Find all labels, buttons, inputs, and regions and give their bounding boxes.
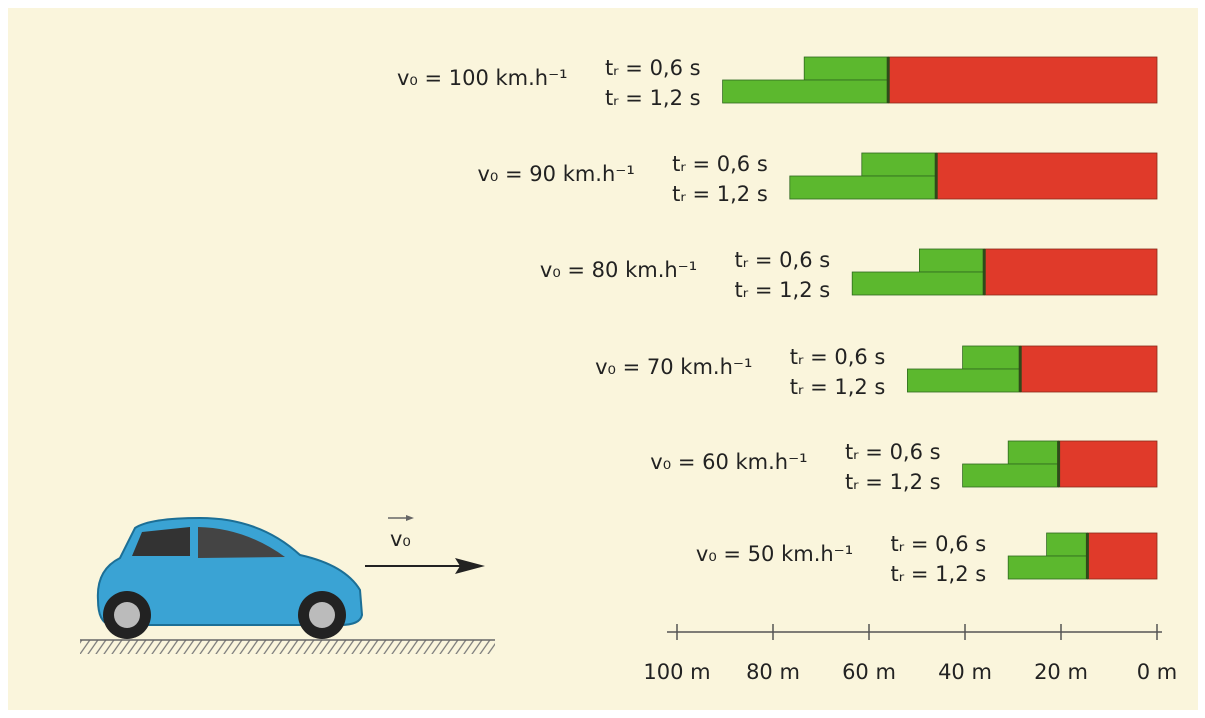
reaction-bar [1046, 532, 1088, 557]
reaction-bar [722, 79, 889, 104]
speed-label: v₀ = 70 km.h⁻¹ [595, 355, 752, 379]
speed-label: v₀ = 50 km.h⁻¹ [696, 542, 853, 566]
reaction-bar [907, 368, 1021, 393]
reaction-label: tᵣ = 0,6 s [845, 440, 941, 464]
x-tick-label: 0 m [1137, 660, 1178, 684]
reaction-label: tᵣ = 1,2 s [891, 562, 987, 586]
reaction-label: tᵣ = 1,2 s [605, 86, 701, 110]
reaction-bar [962, 463, 1059, 488]
braking-bar [1058, 440, 1158, 488]
reaction-bar [962, 345, 1021, 370]
x-tick-label: 80 m [746, 660, 800, 684]
speed-label: v₀ = 90 km.h⁻¹ [478, 162, 635, 186]
reaction-bar [803, 56, 889, 81]
x-tick-label: 20 m [1034, 660, 1088, 684]
speed-label: v₀ = 100 km.h⁻¹ [397, 66, 568, 90]
braking-bar [887, 56, 1158, 104]
braking-bar [935, 152, 1158, 200]
reaction-bar [1007, 555, 1088, 580]
x-tick-label: 40 m [938, 660, 992, 684]
speed-label: v₀ = 60 km.h⁻¹ [650, 450, 807, 474]
reaction-label: tᵣ = 1,2 s [672, 182, 768, 206]
reaction-label: tᵣ = 1,2 s [735, 278, 831, 302]
reaction-bar [1007, 440, 1060, 465]
reaction-bar [789, 175, 937, 200]
reaction-bar [919, 248, 985, 273]
reaction-label: tᵣ = 0,6 s [790, 345, 886, 369]
reaction-label: tᵣ = 0,6 s [891, 532, 987, 556]
braking-bar [1087, 532, 1158, 580]
reaction-label: tᵣ = 0,6 s [672, 152, 768, 176]
reaction-label: tᵣ = 0,6 s [605, 56, 701, 80]
reaction-label: tᵣ = 0,6 s [735, 248, 831, 272]
x-tick-label: 100 m [643, 660, 710, 684]
car [80, 516, 495, 654]
braking-bar [1019, 345, 1158, 393]
reaction-bar [851, 271, 985, 296]
reaction-label: tᵣ = 1,2 s [845, 470, 941, 494]
x-tick-label: 60 m [842, 660, 896, 684]
reaction-label: tᵣ = 1,2 s [790, 375, 886, 399]
velocity-arrow: v₀ [365, 515, 485, 574]
reaction-bar [861, 152, 937, 177]
braking-bar [983, 248, 1158, 296]
velocity-label: v₀ [390, 527, 411, 551]
speed-label: v₀ = 80 km.h⁻¹ [540, 258, 697, 282]
